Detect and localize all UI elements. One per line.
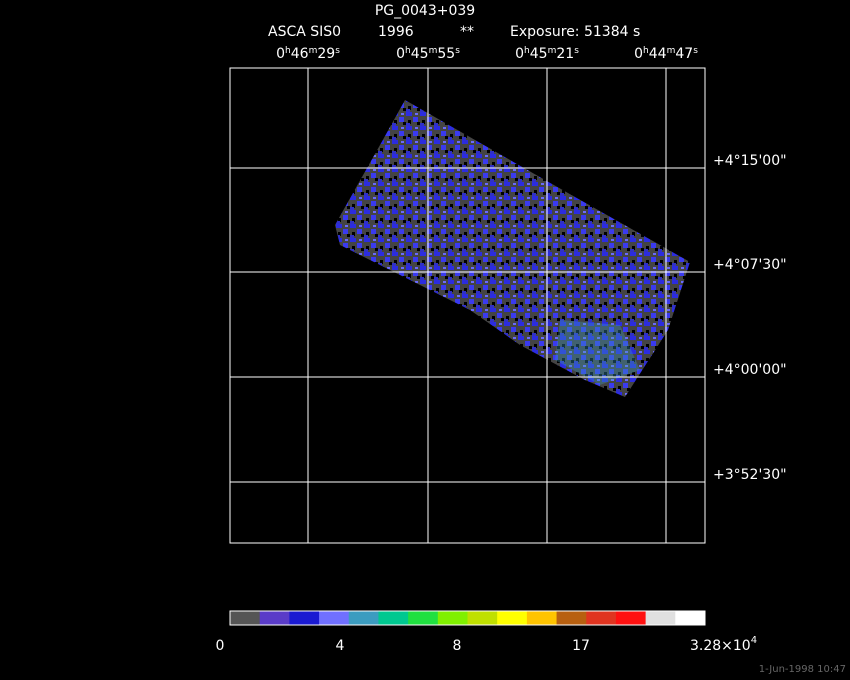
ra-value: 46 bbox=[291, 46, 309, 62]
colorbar-swatch bbox=[497, 611, 528, 625]
ra-unit: h bbox=[285, 46, 291, 56]
bright-patch bbox=[555, 320, 640, 385]
ra-value: 21 bbox=[556, 46, 574, 62]
colorbar-swatch bbox=[259, 611, 290, 625]
ra-unit: s bbox=[455, 46, 460, 56]
instrument: ASCA SIS0 bbox=[268, 24, 341, 40]
flag: ** bbox=[460, 24, 474, 40]
ra-unit: m bbox=[667, 46, 676, 56]
exposure-region bbox=[335, 100, 690, 397]
ra-value: 55 bbox=[437, 46, 455, 62]
colorbar-swatch bbox=[556, 611, 587, 625]
ra-value: 29 bbox=[317, 46, 335, 62]
colorbar-swatch bbox=[526, 611, 558, 625]
colorbar-swatch bbox=[348, 611, 379, 625]
ra-unit: s bbox=[335, 46, 340, 56]
ra-value: 45 bbox=[411, 46, 429, 62]
ra-value: 45 bbox=[530, 46, 548, 62]
colorbar-swatch bbox=[437, 611, 468, 625]
colorbar-swatch bbox=[408, 611, 439, 625]
ra-unit: s bbox=[574, 46, 579, 56]
colorbar-label: 8 bbox=[453, 638, 462, 654]
ra-unit: h bbox=[524, 46, 530, 56]
colorbar-swatch bbox=[378, 611, 409, 625]
ra-value: 44 bbox=[649, 46, 667, 62]
colorbar-label: 4 bbox=[336, 638, 345, 654]
colorbar-swatch bbox=[675, 611, 706, 625]
dec-label: +4°07'30" bbox=[713, 257, 787, 273]
colorbar-label: 0 bbox=[216, 638, 225, 654]
colorbar-swatch bbox=[319, 611, 350, 625]
ra-unit: h bbox=[405, 46, 411, 56]
ra-unit: s bbox=[693, 46, 698, 56]
ra-unit: m bbox=[309, 46, 318, 56]
dec-label: +3°52'30" bbox=[713, 467, 787, 483]
ra-labels: 0h46m29s 0h45m55s 0h45m21s 0h44m47s bbox=[276, 46, 698, 62]
title: PG_0043+039 bbox=[375, 3, 475, 19]
max-mantissa: 3.28×10 bbox=[690, 638, 751, 654]
colorbar-swatch bbox=[615, 611, 647, 625]
ra-value: 0 bbox=[276, 46, 285, 62]
ra-label: 0h46m29s bbox=[276, 46, 340, 62]
ra-label: 0h45m55s bbox=[396, 46, 460, 62]
colorbar-swatch bbox=[467, 611, 498, 625]
ra-unit: m bbox=[548, 46, 557, 56]
colorbar-frame bbox=[229, 610, 706, 626]
max-exponent: 4 bbox=[751, 635, 757, 646]
colorbar-swatch bbox=[586, 611, 617, 625]
ra-value: 0 bbox=[634, 46, 643, 62]
ra-value: 0 bbox=[515, 46, 524, 62]
colorbar-swatch bbox=[645, 611, 676, 625]
colorbar-swatch bbox=[289, 611, 320, 625]
colorbar-label: 17 bbox=[572, 638, 590, 654]
ra-label: 0h44m47s bbox=[634, 46, 698, 62]
ra-unit: m bbox=[429, 46, 438, 56]
dec-label: +4°00'00" bbox=[713, 362, 787, 378]
ra-value: 0 bbox=[396, 46, 405, 62]
colorbar-max-label: 3.28×104 bbox=[690, 635, 757, 654]
exposure: Exposure: 51384 s bbox=[510, 24, 640, 40]
ra-value: 47 bbox=[675, 46, 693, 62]
footer: 1-Jun-1998 10:47 bbox=[759, 664, 846, 675]
colorbar-swatch bbox=[230, 611, 261, 625]
ra-unit: h bbox=[643, 46, 649, 56]
dec-labels: +4°15'00" +4°07'30" +4°00'00" +3°52'30" bbox=[713, 153, 787, 483]
ra-label: 0h45m21s bbox=[515, 46, 579, 62]
dec-label: +4°15'00" bbox=[713, 153, 787, 169]
year: 1996 bbox=[378, 24, 414, 40]
coordinate-grid bbox=[229, 67, 706, 544]
colorbar: 0 4 8 17 3.28×104 bbox=[216, 610, 757, 654]
